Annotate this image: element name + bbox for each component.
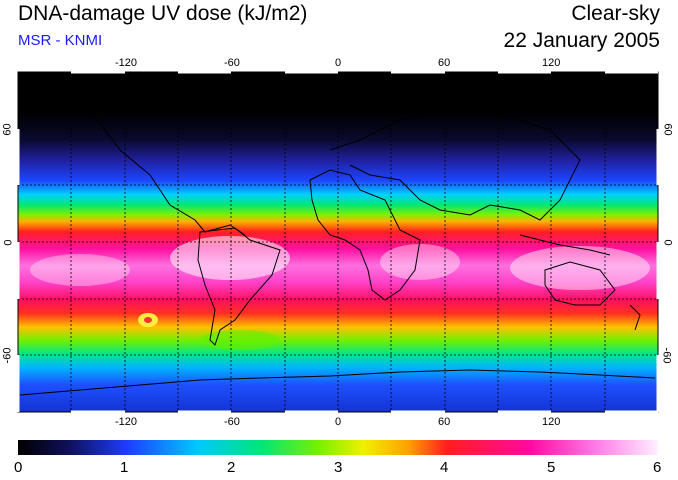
colorbar-tick: 0 xyxy=(14,459,23,476)
lon-tick-bottom: -120 xyxy=(115,416,138,428)
colorbar-tick: 4 xyxy=(440,459,449,476)
page-title: DNA-damage UV dose (kJ/m2) xyxy=(18,2,308,25)
lat-tick-left: 0 xyxy=(2,239,15,246)
lon-tick-top: 60 xyxy=(438,57,451,69)
source-label: MSR - KNMI xyxy=(18,32,103,49)
date-label: 22 January 2005 xyxy=(503,29,660,52)
lon-tick-bottom: 120 xyxy=(542,416,561,428)
sky-condition-label: Clear-sky xyxy=(571,2,660,25)
lon-tick-top: 120 xyxy=(542,57,561,69)
lon-tick-top: 0 xyxy=(335,57,342,69)
graticule xyxy=(18,72,658,412)
lon-tick-top: -60 xyxy=(224,57,240,69)
colorbar xyxy=(18,440,658,455)
lat-tick-right: 60 xyxy=(661,123,674,136)
colorbar-tick: 2 xyxy=(227,459,236,476)
lon-tick-bottom: 0 xyxy=(335,416,342,428)
colorbar-tick: 5 xyxy=(547,459,556,476)
lon-tick-bottom: 60 xyxy=(438,416,451,428)
coastlines xyxy=(19,99,656,396)
frame-ticks xyxy=(16,70,660,414)
lat-tick-right: 0 xyxy=(661,239,674,246)
colorbar-tick: 1 xyxy=(120,459,129,476)
lat-tick-left: 60 xyxy=(1,123,14,136)
lat-tick-left: -60 xyxy=(1,347,14,364)
lat-tick-right: -60 xyxy=(660,347,673,364)
colorbar-tick: 3 xyxy=(334,459,343,476)
colorbar-tick: 6 xyxy=(653,459,662,476)
lon-tick-bottom: -60 xyxy=(224,416,240,428)
lon-tick-top: -120 xyxy=(115,57,138,69)
dose-field-features xyxy=(30,236,650,350)
